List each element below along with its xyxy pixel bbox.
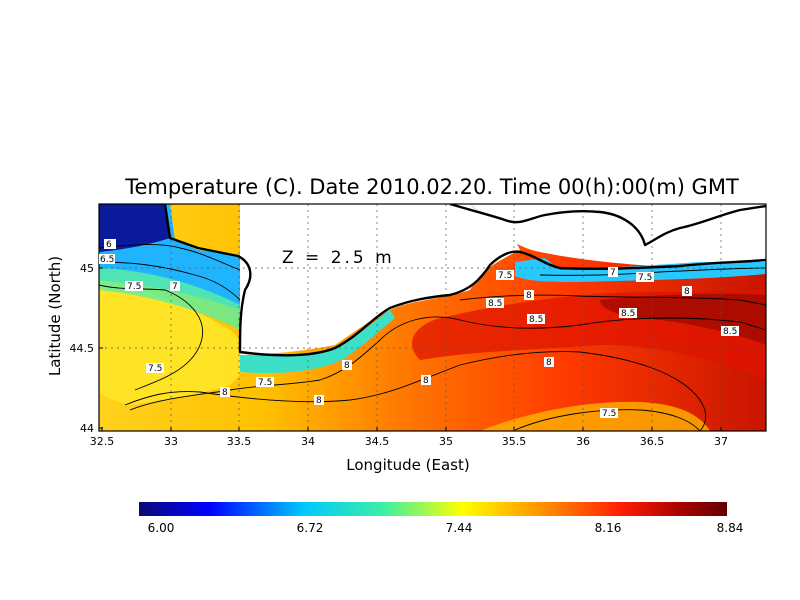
contour-label: 8 bbox=[314, 395, 324, 406]
x-tick-label: 34.5 bbox=[365, 435, 390, 448]
contour-label: 7 bbox=[170, 281, 180, 292]
y-axis: 45 44.5 44 bbox=[70, 262, 103, 435]
colorbar-tick-label: 6.00 bbox=[148, 521, 175, 535]
colorbar-tick-label: 7.44 bbox=[446, 521, 473, 535]
x-tick-label: 35.5 bbox=[502, 435, 527, 448]
contour-label: 7.5 bbox=[125, 281, 143, 292]
svg-text:8: 8 bbox=[344, 361, 350, 371]
contour-label: 8 bbox=[524, 290, 534, 301]
contour-label: 8 bbox=[544, 357, 554, 368]
svg-text:7.5: 7.5 bbox=[148, 364, 162, 374]
plot-frame bbox=[98, 203, 767, 432]
nw-shelf-coldest-water bbox=[99, 204, 170, 252]
contour-label: 7.5 bbox=[496, 270, 514, 281]
svg-text:8: 8 bbox=[546, 358, 552, 368]
x-tick-label: 32.5 bbox=[90, 435, 115, 448]
y-tick-label: 44 bbox=[80, 422, 94, 435]
svg-text:8: 8 bbox=[423, 376, 429, 386]
svg-text:7: 7 bbox=[610, 268, 616, 278]
contour-label: 8.5 bbox=[486, 298, 504, 309]
west-cool-region bbox=[99, 280, 245, 405]
x-tick-label: 35 bbox=[439, 435, 453, 448]
south-coast-strip bbox=[240, 310, 395, 374]
coastline bbox=[163, 204, 766, 357]
contour-label: 8.5 bbox=[619, 308, 637, 319]
x-tick-label: 36 bbox=[576, 435, 590, 448]
colorbar-tick-label: 8.84 bbox=[717, 521, 744, 535]
svg-text:7: 7 bbox=[172, 282, 178, 292]
y-axis-label: Latitude (North) bbox=[46, 256, 64, 376]
x-axis: 32.5 33 33.5 34 34.5 35 35.5 36 36.5 37 bbox=[90, 427, 728, 448]
svg-text:7.5: 7.5 bbox=[638, 273, 652, 283]
contour-label: 8 bbox=[220, 387, 230, 398]
kerch-land bbox=[470, 204, 766, 267]
colorbar: 6.00 6.72 7.44 8.16 8.84 bbox=[139, 502, 743, 535]
svg-text:8.5: 8.5 bbox=[723, 327, 737, 337]
x-axis-label: Longitude (East) bbox=[346, 456, 469, 474]
contour-label-group: 6 6.5 7 7.5 7.5 7.5 7.5 7 7.5 8 8 8 8 8 … bbox=[99, 239, 739, 419]
svg-text:7.5: 7.5 bbox=[258, 378, 272, 388]
svg-text:7.5: 7.5 bbox=[602, 409, 616, 419]
svg-text:8: 8 bbox=[684, 287, 690, 297]
contour-label: 8 bbox=[342, 360, 352, 371]
x-tick-label: 37 bbox=[714, 435, 728, 448]
y-tick-label: 45 bbox=[80, 262, 94, 275]
y-tick-label: 44.5 bbox=[70, 342, 95, 355]
depth-annotation: Z = 2.5 m bbox=[282, 248, 395, 268]
svg-text:8: 8 bbox=[222, 388, 228, 398]
svg-text:7.5: 7.5 bbox=[127, 282, 141, 292]
svg-text:7.5: 7.5 bbox=[498, 271, 512, 281]
plot-area bbox=[99, 204, 766, 431]
contour-label: 6.5 bbox=[99, 254, 115, 265]
hot-core-region bbox=[600, 293, 766, 345]
contour-label: 7.5 bbox=[600, 408, 618, 419]
contour-label: 6 bbox=[104, 239, 116, 250]
colorbar-gradient bbox=[139, 502, 727, 516]
x-tick-label: 36.5 bbox=[640, 435, 665, 448]
contour-label: 8 bbox=[682, 286, 692, 297]
cool-south-region bbox=[480, 401, 710, 431]
contour-label: 7.5 bbox=[256, 377, 274, 388]
x-tick-label: 34 bbox=[301, 435, 315, 448]
svg-text:6: 6 bbox=[106, 240, 112, 250]
contour-label: 8.5 bbox=[527, 314, 545, 325]
colorbar-tick-label: 8.16 bbox=[595, 521, 622, 535]
contour-label: 7.5 bbox=[636, 272, 654, 283]
contour-label: 7 bbox=[608, 267, 618, 278]
chart-title: Temperature (C). Date 2010.02.20. Time 0… bbox=[124, 175, 739, 199]
crimea-land bbox=[240, 204, 520, 355]
svg-text:8.5: 8.5 bbox=[621, 309, 635, 319]
contour-lines bbox=[99, 244, 766, 431]
contour-label: 8 bbox=[421, 375, 431, 386]
svg-text:8: 8 bbox=[316, 396, 322, 406]
svg-text:8.5: 8.5 bbox=[529, 315, 543, 325]
x-tick-label: 33 bbox=[164, 435, 178, 448]
x-tick-label: 33.5 bbox=[227, 435, 252, 448]
svg-text:8: 8 bbox=[526, 291, 532, 301]
svg-text:8.5: 8.5 bbox=[488, 299, 502, 309]
contour-label: 8.5 bbox=[721, 326, 739, 337]
contour-label: 7.5 bbox=[146, 363, 164, 374]
svg-text:6.5: 6.5 bbox=[100, 255, 114, 265]
colorbar-tick-label: 6.72 bbox=[297, 521, 324, 535]
